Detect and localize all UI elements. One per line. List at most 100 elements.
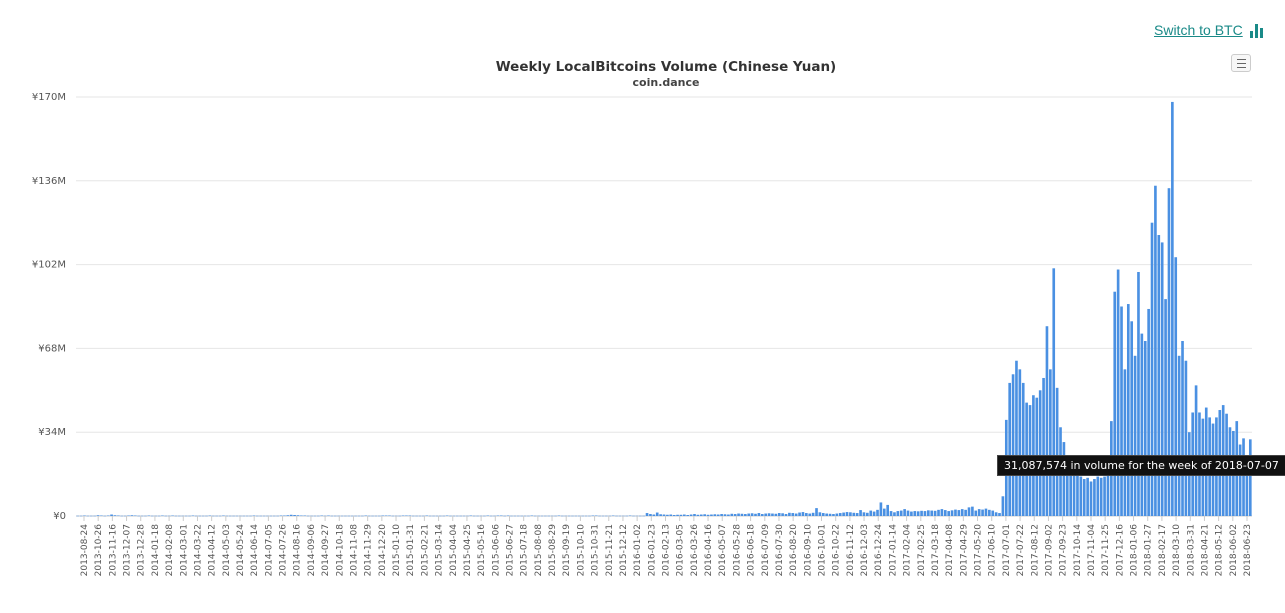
bar[interactable]: [89, 515, 93, 517]
bar[interactable]: [483, 515, 486, 517]
bar[interactable]: [1065, 456, 1069, 516]
bar[interactable]: [225, 515, 229, 517]
bar[interactable]: [628, 515, 632, 517]
bar[interactable]: [255, 515, 259, 517]
bar[interactable]: [960, 509, 964, 516]
bar[interactable]: [771, 513, 774, 516]
bar[interactable]: [923, 511, 927, 516]
bar[interactable]: [1143, 341, 1147, 516]
bar[interactable]: [1171, 101, 1174, 517]
bar[interactable]: [171, 515, 174, 517]
bar[interactable]: [1164, 299, 1167, 516]
bar[interactable]: [605, 515, 608, 517]
bar[interactable]: [1015, 360, 1018, 516]
bar[interactable]: [144, 515, 147, 517]
bar[interactable]: [327, 515, 330, 517]
bar[interactable]: [679, 514, 683, 516]
bar[interactable]: [706, 514, 710, 516]
bar[interactable]: [476, 515, 479, 517]
bar[interactable]: [693, 514, 696, 516]
bar[interactable]: [821, 513, 825, 516]
bar[interactable]: [181, 515, 185, 517]
bar[interactable]: [1174, 257, 1178, 516]
bar[interactable]: [523, 515, 527, 517]
bar[interactable]: [350, 515, 354, 517]
bar[interactable]: [859, 510, 862, 516]
bar[interactable]: [266, 515, 269, 517]
bar[interactable]: [744, 514, 747, 516]
bar[interactable]: [801, 512, 805, 516]
bar[interactable]: [825, 513, 828, 516]
bar[interactable]: [154, 515, 157, 517]
bar[interactable]: [371, 515, 374, 517]
bar[interactable]: [686, 515, 690, 516]
bar[interactable]: [642, 515, 645, 517]
bar[interactable]: [228, 515, 232, 517]
bar[interactable]: [340, 515, 344, 517]
bar[interactable]: [632, 515, 635, 517]
bar[interactable]: [1137, 271, 1140, 516]
bar[interactable]: [194, 515, 198, 517]
bar[interactable]: [947, 511, 950, 516]
bar[interactable]: [567, 515, 571, 517]
bar[interactable]: [527, 515, 530, 517]
bar[interactable]: [215, 515, 218, 517]
bar[interactable]: [317, 515, 320, 517]
bar[interactable]: [1018, 369, 1022, 516]
bar[interactable]: [591, 515, 595, 517]
bar[interactable]: [808, 513, 812, 516]
bar[interactable]: [276, 515, 279, 517]
bar[interactable]: [1160, 242, 1164, 517]
bar[interactable]: [788, 512, 791, 516]
bar[interactable]: [205, 515, 208, 517]
bar[interactable]: [510, 515, 513, 517]
bar[interactable]: [683, 514, 686, 516]
bar[interactable]: [876, 509, 879, 516]
bar[interactable]: [232, 515, 235, 517]
bar[interactable]: [1008, 382, 1011, 516]
bar[interactable]: [740, 513, 744, 516]
bar[interactable]: [130, 515, 134, 516]
bar[interactable]: [1049, 369, 1052, 516]
bar[interactable]: [425, 515, 429, 517]
bar[interactable]: [1093, 479, 1096, 516]
bar[interactable]: [401, 515, 405, 517]
bar[interactable]: [574, 515, 578, 517]
bar[interactable]: [994, 512, 998, 516]
bar[interactable]: [459, 515, 462, 517]
bar[interactable]: [1021, 382, 1025, 516]
bar[interactable]: [882, 508, 886, 516]
bar[interactable]: [486, 515, 490, 517]
bar[interactable]: [991, 510, 995, 516]
bar[interactable]: [937, 509, 940, 516]
bar[interactable]: [720, 514, 723, 516]
bar[interactable]: [943, 510, 947, 516]
bar[interactable]: [174, 515, 178, 517]
bar[interactable]: [581, 515, 584, 517]
bar[interactable]: [500, 515, 503, 517]
bar[interactable]: [337, 515, 340, 517]
bar[interactable]: [293, 515, 296, 516]
bar[interactable]: [906, 510, 910, 516]
bar[interactable]: [781, 513, 784, 516]
bar[interactable]: [462, 515, 466, 517]
bar[interactable]: [472, 515, 476, 517]
bar[interactable]: [981, 509, 984, 516]
bar[interactable]: [455, 515, 459, 517]
bar[interactable]: [760, 514, 764, 516]
bar[interactable]: [615, 515, 618, 517]
bar[interactable]: [320, 515, 324, 517]
bar[interactable]: [811, 512, 815, 516]
bar[interactable]: [638, 515, 642, 517]
bar[interactable]: [957, 510, 961, 516]
bar[interactable]: [435, 515, 439, 517]
bar[interactable]: [1042, 377, 1045, 516]
bar[interactable]: [727, 514, 730, 516]
bar[interactable]: [1099, 477, 1103, 516]
bar[interactable]: [737, 513, 740, 516]
bar[interactable]: [1181, 341, 1184, 516]
bar[interactable]: [428, 515, 432, 517]
bar[interactable]: [703, 514, 706, 516]
bar[interactable]: [625, 515, 629, 517]
bar[interactable]: [388, 515, 391, 517]
